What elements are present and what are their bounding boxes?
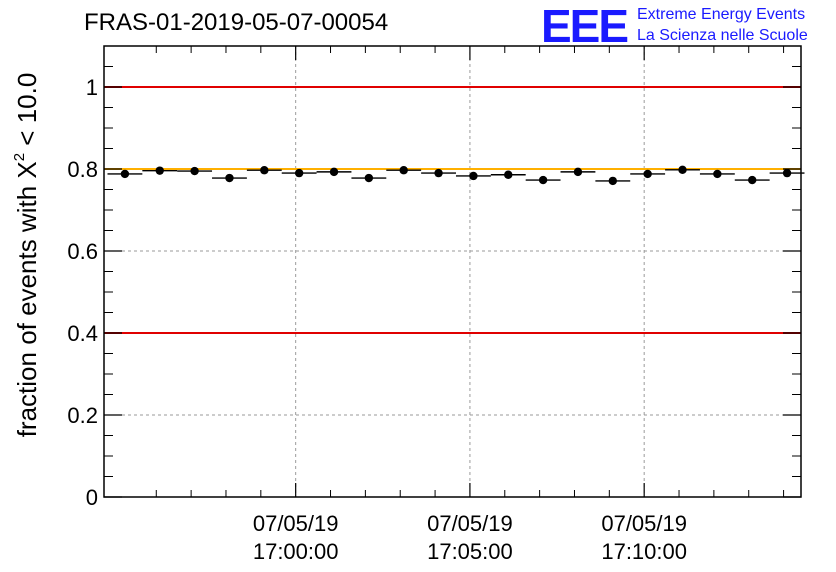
grid <box>104 46 801 497</box>
data-point <box>678 165 687 175</box>
data-point <box>155 166 164 175</box>
x-tick-date: 07/05/19 <box>427 511 513 536</box>
y-axis-title: fraction of events with X2 < 10.0 <box>11 73 42 438</box>
data-point <box>434 168 443 178</box>
data-point <box>260 166 269 175</box>
data-point <box>329 167 339 177</box>
y-axis-title-exponent: 2 <box>11 153 28 161</box>
x-tick-time: 17:00:00 <box>253 539 339 564</box>
data-point <box>748 175 757 185</box>
data-point <box>364 173 374 183</box>
data-point <box>538 175 548 185</box>
data-point <box>469 171 478 181</box>
logo-line-2: La Scienza nelle Scuole <box>637 27 808 44</box>
y-tick-label: 0 <box>86 485 98 510</box>
reference-lines <box>104 86 801 334</box>
data-point <box>608 176 618 186</box>
chart-title: FRAS-01-2019-05-07-00054 <box>84 9 388 36</box>
data-points <box>107 165 805 186</box>
data-point <box>294 168 304 178</box>
y-tick-label: 0.4 <box>67 321 98 346</box>
x-tick-time: 17:10:00 <box>601 539 687 564</box>
y-tick-label: 1 <box>86 75 98 100</box>
data-point <box>713 169 722 179</box>
logo-mark: EEE <box>541 0 627 52</box>
data-point <box>120 169 130 179</box>
data-point <box>504 170 513 179</box>
data-point <box>225 173 234 183</box>
y-axis-title-prefix: fraction of events with X <box>12 161 42 437</box>
x-tick-time: 17:05:00 <box>427 539 513 564</box>
axes: 0 0.2 0.4 0.6 0.8 1 07/05/19 17:00:00 07/05/19 17… <box>67 45 801 564</box>
y-tick-label: 0.2 <box>67 403 98 428</box>
y-axis-title-suffix: < 10.0 <box>12 73 42 153</box>
data-point <box>399 166 408 175</box>
logo-line-1: Extreme Energy Events <box>637 6 805 23</box>
x-tick-date: 07/05/19 <box>253 511 339 536</box>
x-tick-date: 07/05/19 <box>601 511 687 536</box>
y-tick-label: 0.6 <box>67 239 98 264</box>
eee-logo: EEE Extreme Energy Events La Scienza nel… <box>541 0 808 52</box>
data-point <box>782 168 792 178</box>
plot-frame <box>103 45 802 498</box>
y-tick-label: 0.8 <box>67 157 98 182</box>
data-point <box>573 167 583 177</box>
data-point <box>190 166 199 176</box>
data-point <box>643 169 652 179</box>
